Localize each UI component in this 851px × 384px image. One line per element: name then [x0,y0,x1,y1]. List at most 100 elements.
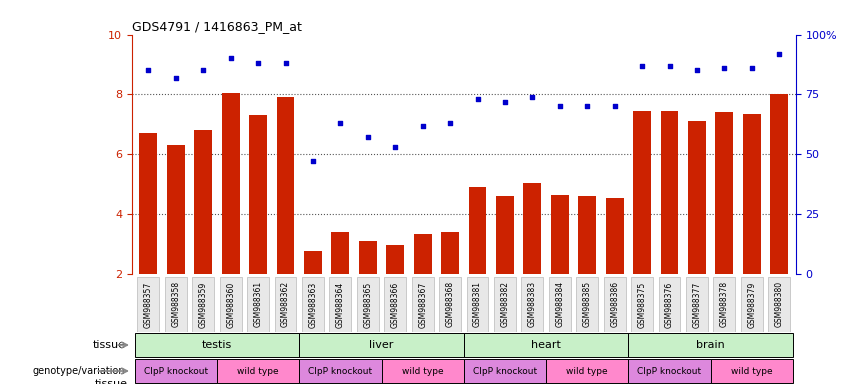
Point [278,60,292,66]
FancyBboxPatch shape [522,277,543,332]
Point [251,60,265,66]
Bar [469,187,487,274]
Bar [716,113,734,274]
FancyBboxPatch shape [603,277,625,332]
Text: GSM988359: GSM988359 [199,281,208,328]
Bar [414,233,431,274]
Bar [222,93,240,274]
FancyBboxPatch shape [134,333,300,357]
FancyBboxPatch shape [217,359,300,383]
Text: GSM988375: GSM988375 [637,281,647,328]
Point [636,63,649,69]
FancyBboxPatch shape [464,333,628,357]
FancyBboxPatch shape [220,277,242,332]
Text: GSM988376: GSM988376 [665,281,674,328]
Text: GSM988382: GSM988382 [500,281,510,328]
Text: GSM988384: GSM988384 [556,281,564,328]
Text: testis: testis [202,340,232,350]
Text: GSM988362: GSM988362 [281,281,290,328]
FancyBboxPatch shape [300,359,381,383]
FancyBboxPatch shape [381,359,464,383]
Text: GSM988380: GSM988380 [774,281,784,328]
Text: GSM988378: GSM988378 [720,281,728,328]
FancyBboxPatch shape [549,277,571,332]
Bar [551,195,568,274]
FancyBboxPatch shape [412,277,434,332]
Bar [633,111,651,274]
Point [306,158,320,164]
FancyBboxPatch shape [628,333,793,357]
Text: ClpP knockout: ClpP knockout [637,366,701,376]
Point [388,144,402,150]
Bar [167,145,185,274]
Bar [770,94,788,274]
FancyBboxPatch shape [659,277,681,332]
Point [141,67,155,73]
FancyBboxPatch shape [494,277,516,332]
FancyBboxPatch shape [134,359,217,383]
Bar [496,196,514,274]
Text: GSM988367: GSM988367 [418,281,427,328]
FancyBboxPatch shape [631,277,653,332]
Point [443,120,457,126]
Point [773,51,786,57]
FancyBboxPatch shape [357,277,379,332]
Point [580,103,594,109]
Text: wild type: wild type [567,366,608,376]
FancyBboxPatch shape [576,277,598,332]
FancyBboxPatch shape [302,277,324,332]
Point [690,67,704,73]
Bar [386,245,404,274]
Text: GSM988357: GSM988357 [144,281,153,328]
Text: GSM988365: GSM988365 [363,281,372,328]
Bar [277,98,294,274]
Bar [331,232,349,274]
Bar [660,111,678,274]
FancyBboxPatch shape [300,333,464,357]
Bar [606,198,624,274]
Text: GSM988368: GSM988368 [446,281,454,328]
Text: wild type: wild type [237,366,279,376]
Point [498,99,511,105]
Bar [140,133,157,274]
Text: ClpP knockout: ClpP knockout [144,366,208,376]
Text: GSM988386: GSM988386 [610,281,620,328]
Point [608,103,621,109]
Bar [743,114,761,274]
Bar [194,130,212,274]
FancyBboxPatch shape [247,277,269,332]
FancyBboxPatch shape [546,359,628,383]
FancyBboxPatch shape [768,277,791,332]
Text: liver: liver [369,340,394,350]
Text: GSM988363: GSM988363 [308,281,317,328]
Bar [523,183,541,274]
FancyBboxPatch shape [686,277,708,332]
Text: GSM988379: GSM988379 [747,281,757,328]
Point [416,122,430,129]
Bar [359,241,377,274]
Text: heart: heart [531,340,561,350]
Point [471,96,484,102]
FancyBboxPatch shape [329,277,351,332]
Point [361,134,374,141]
FancyBboxPatch shape [192,277,214,332]
Text: tissue: tissue [92,340,125,350]
Point [553,103,567,109]
Text: ClpP knockout: ClpP knockout [308,366,373,376]
FancyBboxPatch shape [741,277,762,332]
Text: GSM988377: GSM988377 [693,281,701,328]
Bar [579,196,597,274]
Text: GSM988364: GSM988364 [336,281,345,328]
FancyBboxPatch shape [165,277,186,332]
Bar [304,252,322,274]
Text: ClpP knockout: ClpP knockout [473,366,537,376]
Point [526,94,540,100]
Text: GSM988360: GSM988360 [226,281,235,328]
Bar [441,232,459,274]
Text: tissue: tissue [94,379,128,384]
FancyBboxPatch shape [711,359,793,383]
Point [745,65,758,71]
Text: GSM988385: GSM988385 [583,281,591,328]
Text: wild type: wild type [402,366,443,376]
Point [197,67,210,73]
